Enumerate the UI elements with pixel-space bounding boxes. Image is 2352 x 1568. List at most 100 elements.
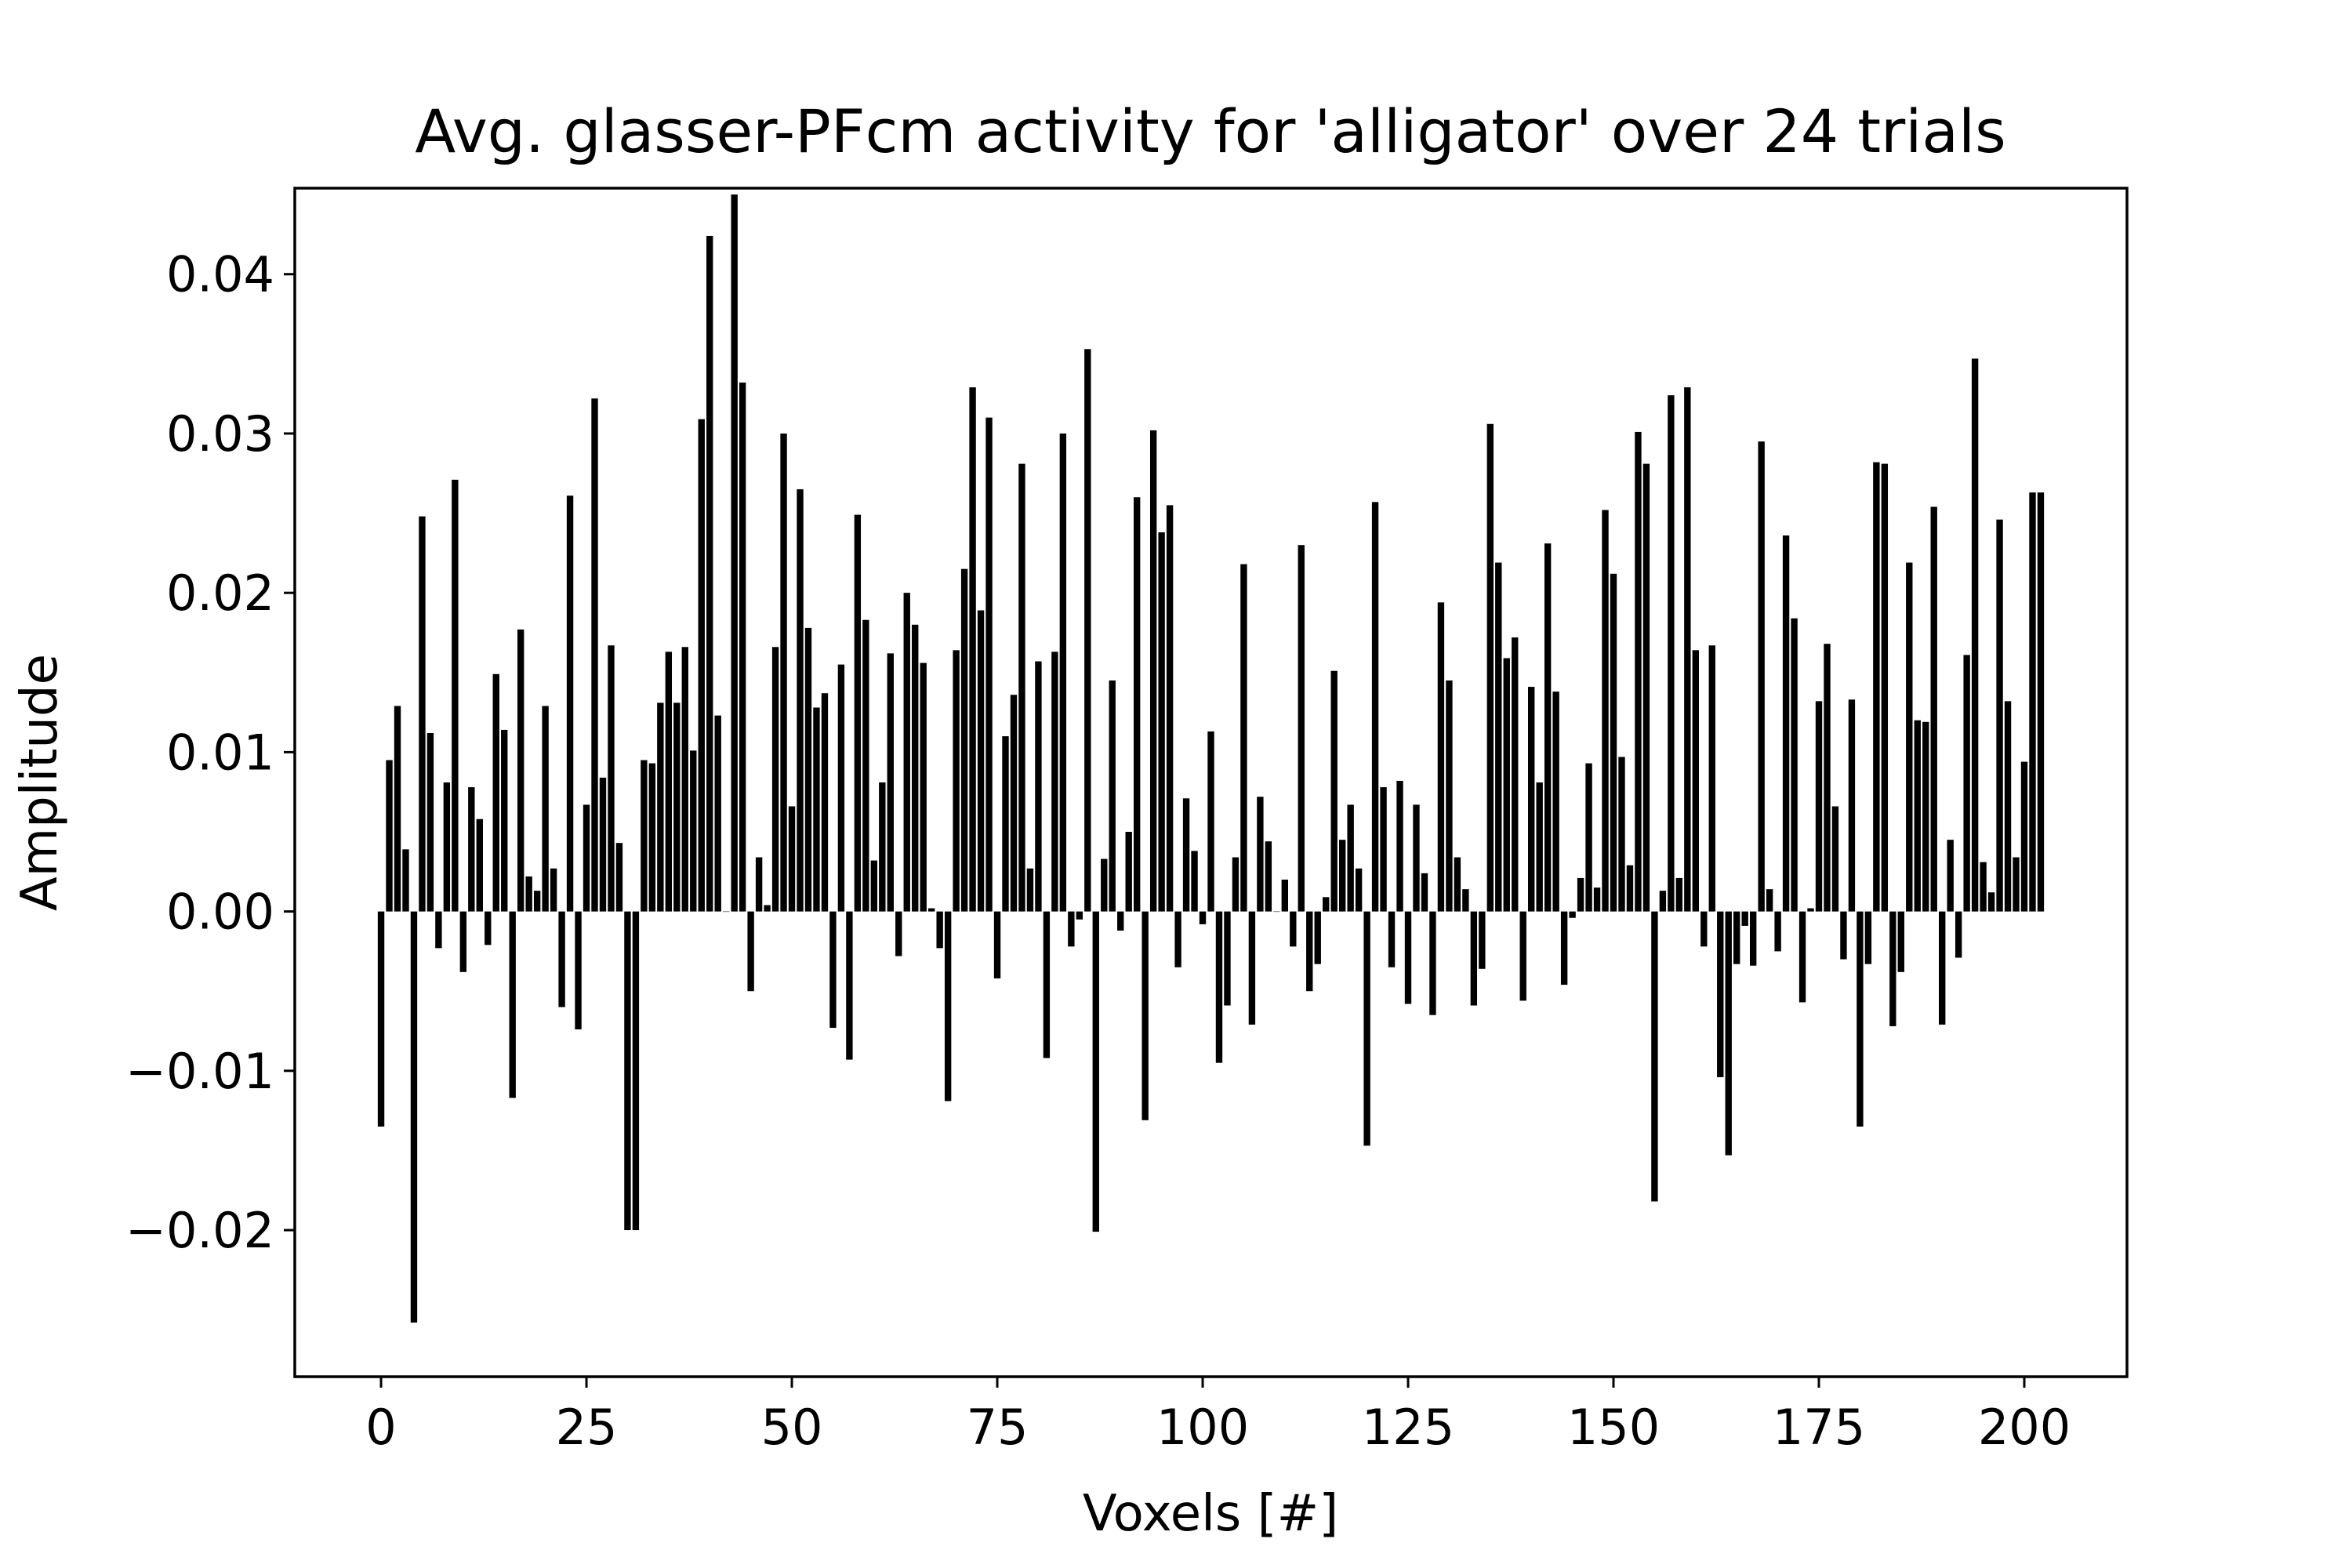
bar [1470,911,1478,1006]
bar [525,876,532,912]
bar [1725,911,1732,1156]
bar [903,593,910,912]
axes-frame [293,187,2129,1378]
bar [1224,911,1231,1006]
bar [1914,720,1921,912]
bar [846,911,853,1060]
x-tick-label: 100 [1156,1399,1249,1456]
bar [698,419,705,912]
y-tick-label: 0.02 [166,564,274,622]
x-tick-label: 50 [761,1399,823,1456]
bar [1125,832,1132,912]
bar [1536,782,1543,912]
bar [1240,564,1247,912]
bar [583,804,590,912]
bar [1897,911,1904,972]
bar [1338,840,1346,912]
bar [1281,879,1289,912]
bar [1610,573,1617,912]
bar [1939,911,1946,1025]
bar [1437,602,1445,912]
bar [731,194,738,912]
bar [854,514,862,912]
bar [1182,798,1190,912]
bar [1347,804,1354,912]
bar [1413,804,1420,912]
bar [1544,543,1552,912]
bar [1955,911,1962,958]
bar [1404,911,1412,1004]
bar [452,479,459,912]
chart-title: Avg. glasser-PFcm activity for 'alligato… [415,96,2005,166]
y-tick-label: 0.04 [166,246,274,303]
bar [993,911,1001,978]
bar [1363,911,1370,1146]
bar [1084,349,1091,912]
bar [1207,731,1214,912]
x-tick-label: 25 [556,1399,618,1456]
bar [1569,911,1576,918]
bar [632,911,640,1231]
bar [1873,462,1880,912]
bar [1257,797,1264,912]
bar [550,868,557,912]
bar [1831,806,1839,912]
bar [1602,510,1609,912]
bar [1708,645,1715,912]
bar [2013,857,2020,912]
bar [1593,887,1601,912]
y-tick-label: 0.00 [166,884,274,941]
bar [1248,911,1256,1025]
bar [1963,655,1970,912]
bar [386,760,393,912]
bar [1290,911,1297,947]
bar [1101,858,1108,912]
bar [1824,644,1831,912]
bar [1035,661,1042,912]
bar [1503,658,1510,912]
bar [1355,868,1363,912]
bar [912,624,919,912]
bar [648,763,656,912]
bar [501,729,508,912]
bar [1158,532,1165,912]
bar [657,702,664,912]
x-tick-label: 200 [1978,1399,2071,1456]
bar [1010,695,1018,912]
bar [443,782,451,912]
bar [1881,463,1889,912]
bar [435,911,442,949]
bar [394,706,401,912]
bar [419,516,426,912]
bar [1791,618,1798,912]
bar [1265,841,1272,912]
bar [797,489,804,912]
bar [558,911,565,1007]
bar [953,650,960,912]
bar [1429,911,1436,1015]
bar [706,235,713,912]
bar [1092,911,1099,1232]
bar [673,702,681,912]
bar [1454,857,1461,912]
bar [1388,911,1396,967]
bar [723,911,730,913]
bar [690,750,697,912]
bar [960,568,968,912]
bar [1142,911,1149,1120]
bar [780,433,787,912]
bar [426,733,434,912]
bar [1117,911,1124,931]
bar [1857,911,1864,1127]
bar [755,857,763,912]
y-tick-label: −0.01 [125,1043,274,1100]
bar [1585,763,1592,912]
bar [1635,431,1642,912]
bar [944,911,952,1102]
bar [615,843,623,912]
bar [1577,877,1584,912]
bar [377,911,385,1127]
bar [1314,911,1321,964]
bar [1626,865,1634,912]
